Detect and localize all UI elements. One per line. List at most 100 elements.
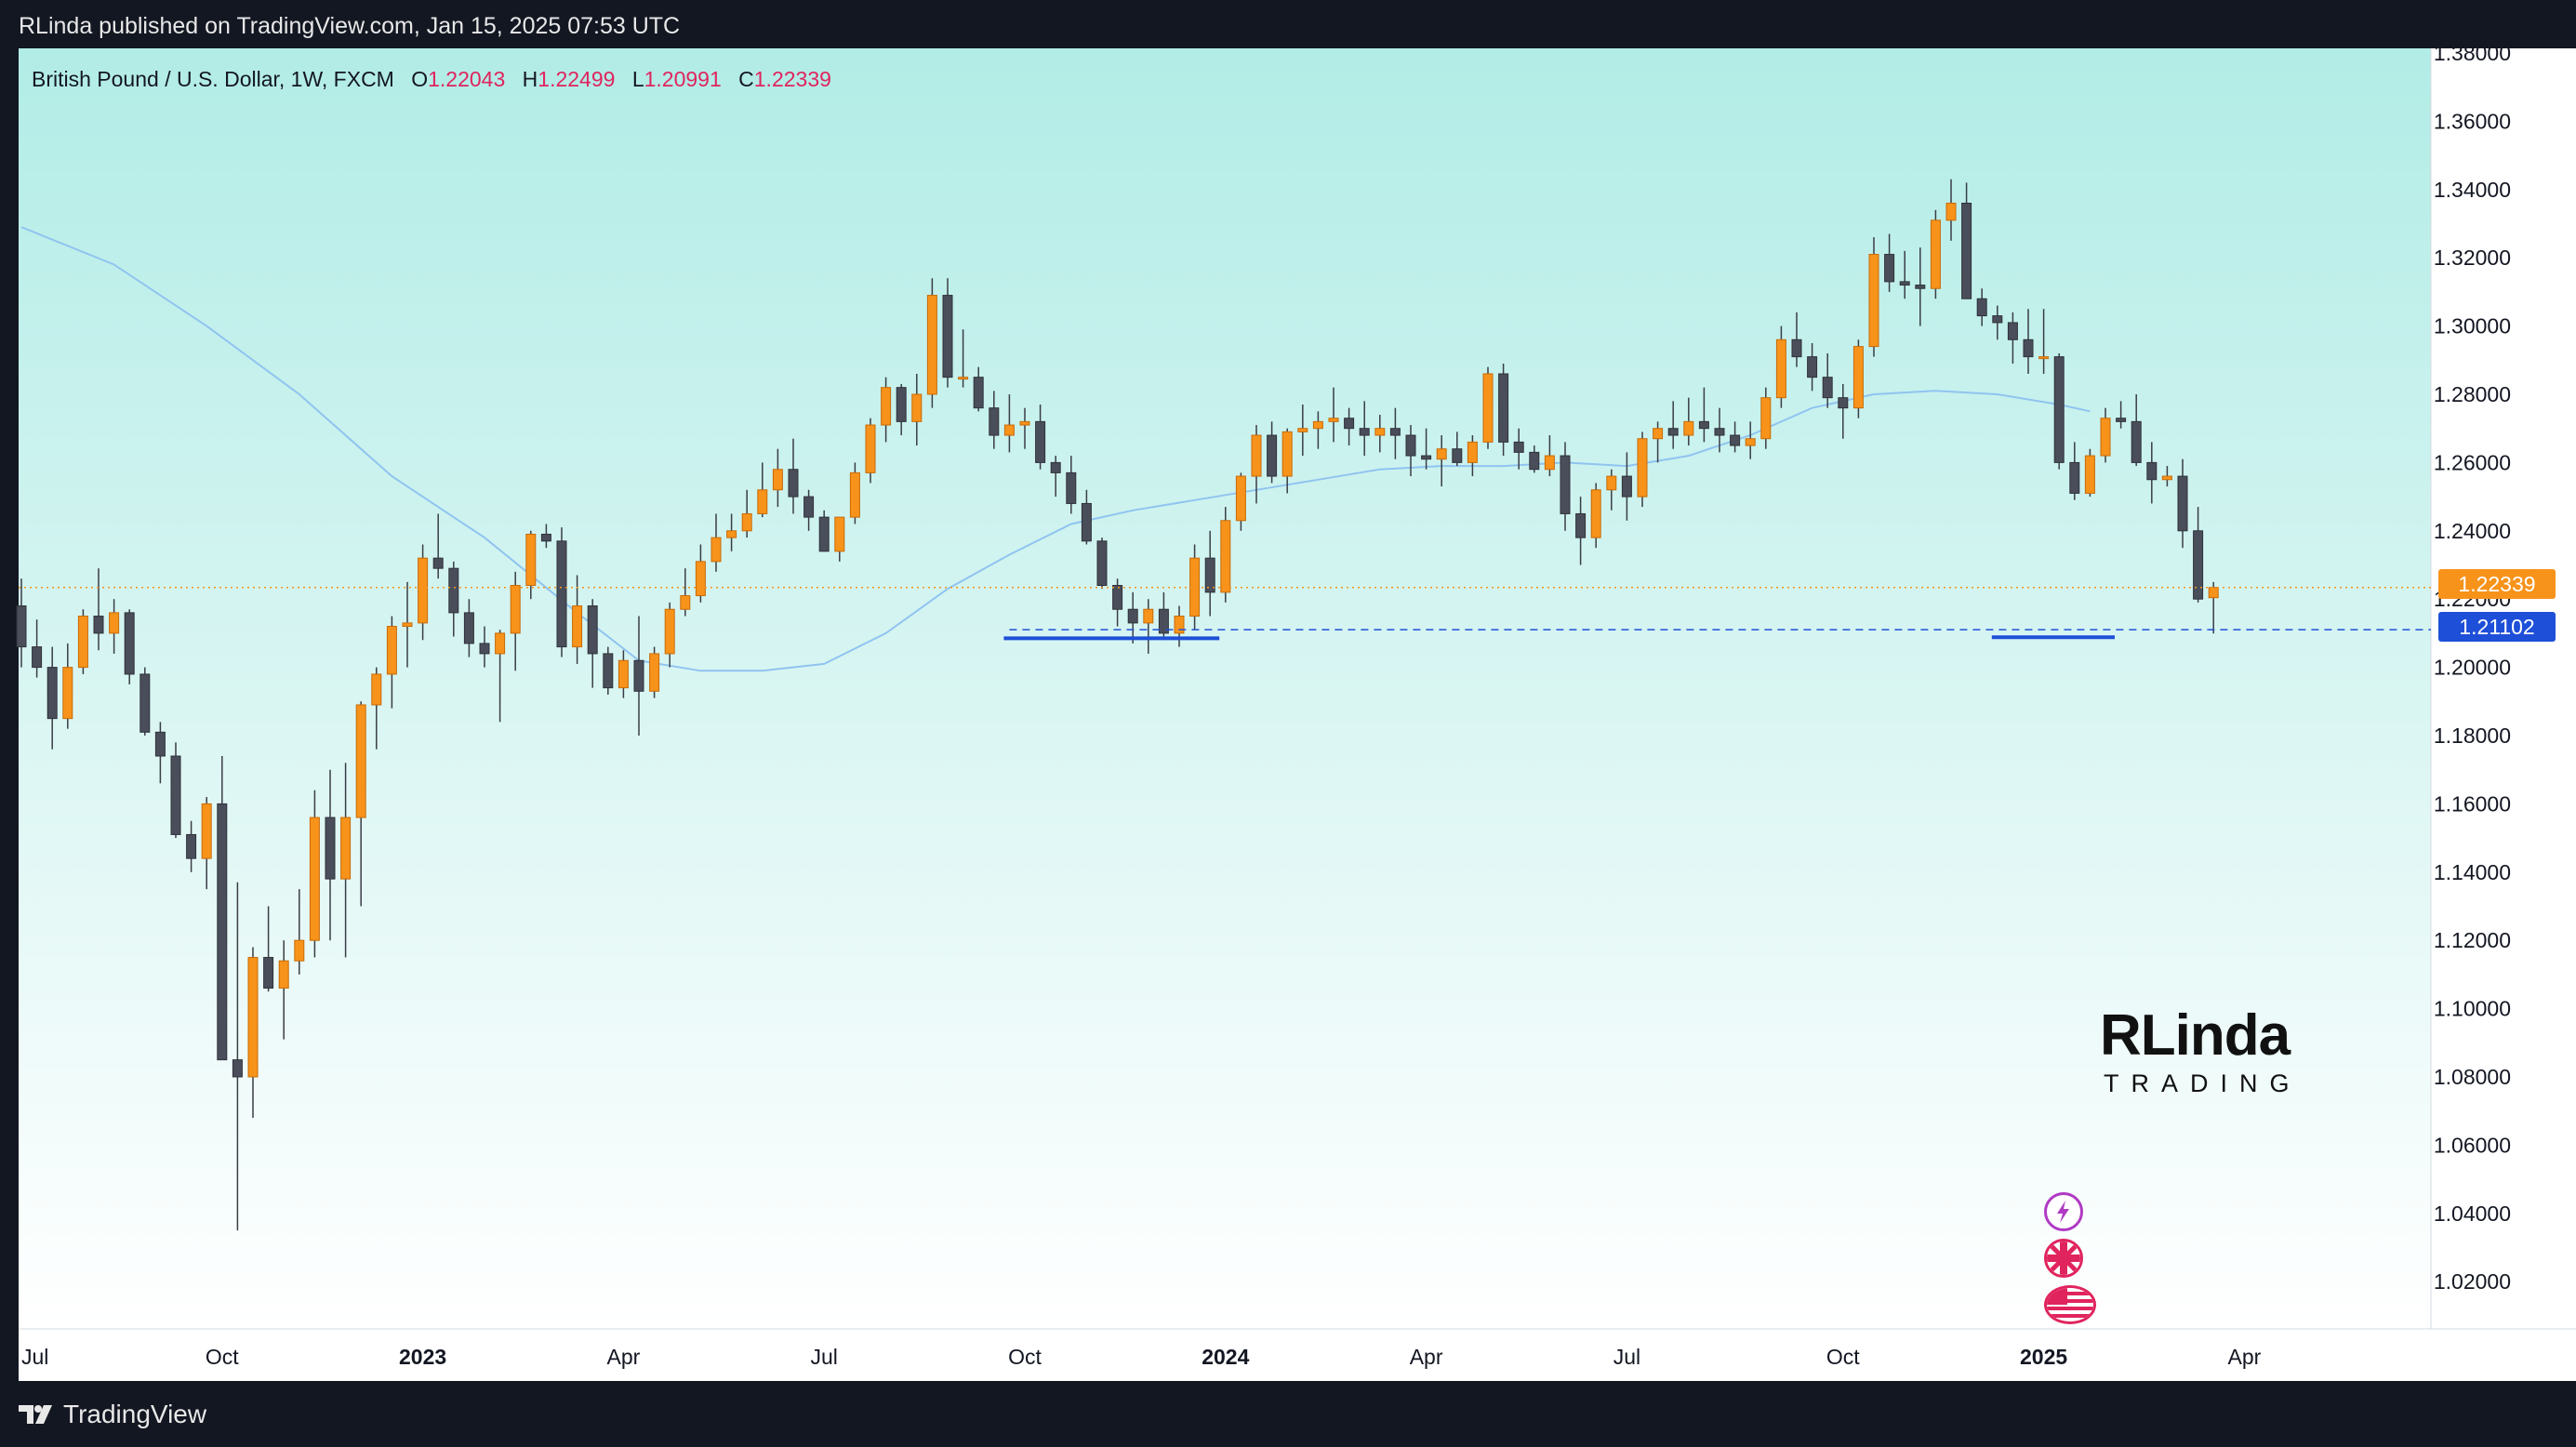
candle — [803, 489, 815, 531]
candle-body — [1930, 219, 1941, 289]
lightning-event-icon[interactable] — [2044, 1192, 2083, 1231]
candle — [217, 756, 228, 1061]
price-tick-label: 1.20000 — [2434, 656, 2511, 680]
candle — [1961, 182, 1972, 299]
candle-body — [788, 469, 799, 498]
candle — [834, 516, 845, 562]
candle — [1235, 472, 1246, 531]
candle — [1019, 407, 1030, 449]
candle-body — [1174, 616, 1185, 634]
candle — [818, 510, 830, 552]
candle-body — [1467, 441, 1478, 463]
candle-body — [263, 957, 274, 989]
candle — [881, 377, 892, 443]
candle — [1389, 407, 1401, 459]
candle-body — [1189, 557, 1201, 617]
price-tick-label: 1.06000 — [2434, 1133, 2511, 1157]
candle-body — [680, 595, 691, 610]
candle — [1344, 407, 1355, 446]
candle-body — [1838, 397, 1849, 409]
candle — [432, 513, 444, 579]
candle — [1467, 435, 1478, 477]
candle-body — [587, 605, 598, 655]
candle — [479, 626, 490, 668]
brand-sub: TRADING — [2104, 1069, 2302, 1097]
candle-body — [1915, 285, 1926, 289]
candle-body — [1683, 420, 1694, 436]
candle — [2084, 448, 2095, 498]
symbol-legend[interactable]: British Pound / U.S. Dollar, 1W, FXCM O1… — [32, 67, 831, 92]
candle-body — [1807, 356, 1818, 378]
candle-body — [1251, 434, 1262, 477]
candle — [1621, 452, 1632, 521]
close-value: 1.22339 — [753, 67, 831, 91]
candle-body — [1868, 254, 1879, 348]
candle — [710, 513, 722, 572]
candle-body — [649, 653, 660, 692]
price-tick-label: 1.26000 — [2434, 450, 2511, 474]
uk-flag-event-icon[interactable] — [2044, 1239, 2083, 1278]
tradingview-logo-icon — [19, 1405, 52, 1424]
candle-body — [1560, 455, 1571, 514]
candle-body — [1884, 254, 1895, 283]
candle-body — [617, 659, 629, 689]
candle — [340, 763, 352, 958]
candle — [1112, 578, 1123, 627]
open-value: 1.22043 — [428, 67, 506, 91]
candle — [2038, 309, 2050, 374]
candle — [788, 438, 799, 514]
candle-body — [479, 643, 490, 655]
candle — [263, 906, 274, 992]
candle — [1127, 591, 1138, 644]
candle-body — [1698, 420, 1709, 430]
candle — [1976, 288, 1987, 326]
time-tick-label: Apr — [2228, 1345, 2262, 1369]
candle — [1930, 209, 1941, 299]
candle — [1667, 401, 1679, 449]
level-price-label: 1.21102 — [2459, 615, 2534, 639]
candle — [2193, 507, 2204, 603]
candle — [1884, 233, 1895, 292]
us-flag-event-icon[interactable] — [2044, 1285, 2096, 1324]
current-price-label: 1.22339 — [2458, 572, 2535, 596]
candle — [109, 599, 120, 654]
candle-body — [1003, 424, 1015, 436]
candle-body — [556, 540, 567, 648]
candle-body — [16, 605, 27, 648]
candle — [1297, 405, 1308, 457]
candle — [278, 940, 289, 1040]
high-value: 1.22499 — [538, 67, 616, 91]
candle-body — [911, 393, 923, 422]
tradingview-logo[interactable]: TradingView — [19, 1400, 206, 1429]
candle-body — [2007, 322, 2018, 340]
candle-body — [525, 533, 537, 587]
candle-body — [881, 387, 892, 426]
time-axis[interactable]: Jul Oct 2023 Apr Jul Oct 2024 Apr Jul Oct 2025 Apr — [21, 1345, 2262, 1369]
candle — [93, 568, 104, 651]
candle — [1513, 428, 1524, 470]
candle-body — [1976, 298, 1987, 317]
open-label: O — [411, 67, 429, 91]
candle — [448, 561, 459, 637]
candle — [325, 769, 336, 941]
candle — [865, 418, 876, 484]
candles-layer — [16, 179, 2219, 1231]
candle-body — [1127, 608, 1138, 624]
candle — [62, 643, 73, 729]
candle — [294, 889, 305, 975]
candle-body — [958, 377, 969, 380]
candle-body — [1297, 428, 1308, 432]
price-tick-label: 1.30000 — [2434, 314, 2511, 339]
price-tick-label: 1.04000 — [2434, 1201, 2511, 1226]
candle-body — [1745, 438, 1756, 446]
time-tick-label: 2024 — [1202, 1345, 1249, 1369]
candle-body — [1637, 438, 1648, 498]
candle — [1204, 530, 1215, 617]
candle-body — [154, 731, 166, 757]
candle-body — [741, 512, 752, 532]
economic-events[interactable] — [2044, 1192, 2100, 1332]
price-tick-label: 1.18000 — [2434, 724, 2511, 748]
candle-body — [402, 622, 413, 628]
candle-body — [109, 612, 120, 634]
